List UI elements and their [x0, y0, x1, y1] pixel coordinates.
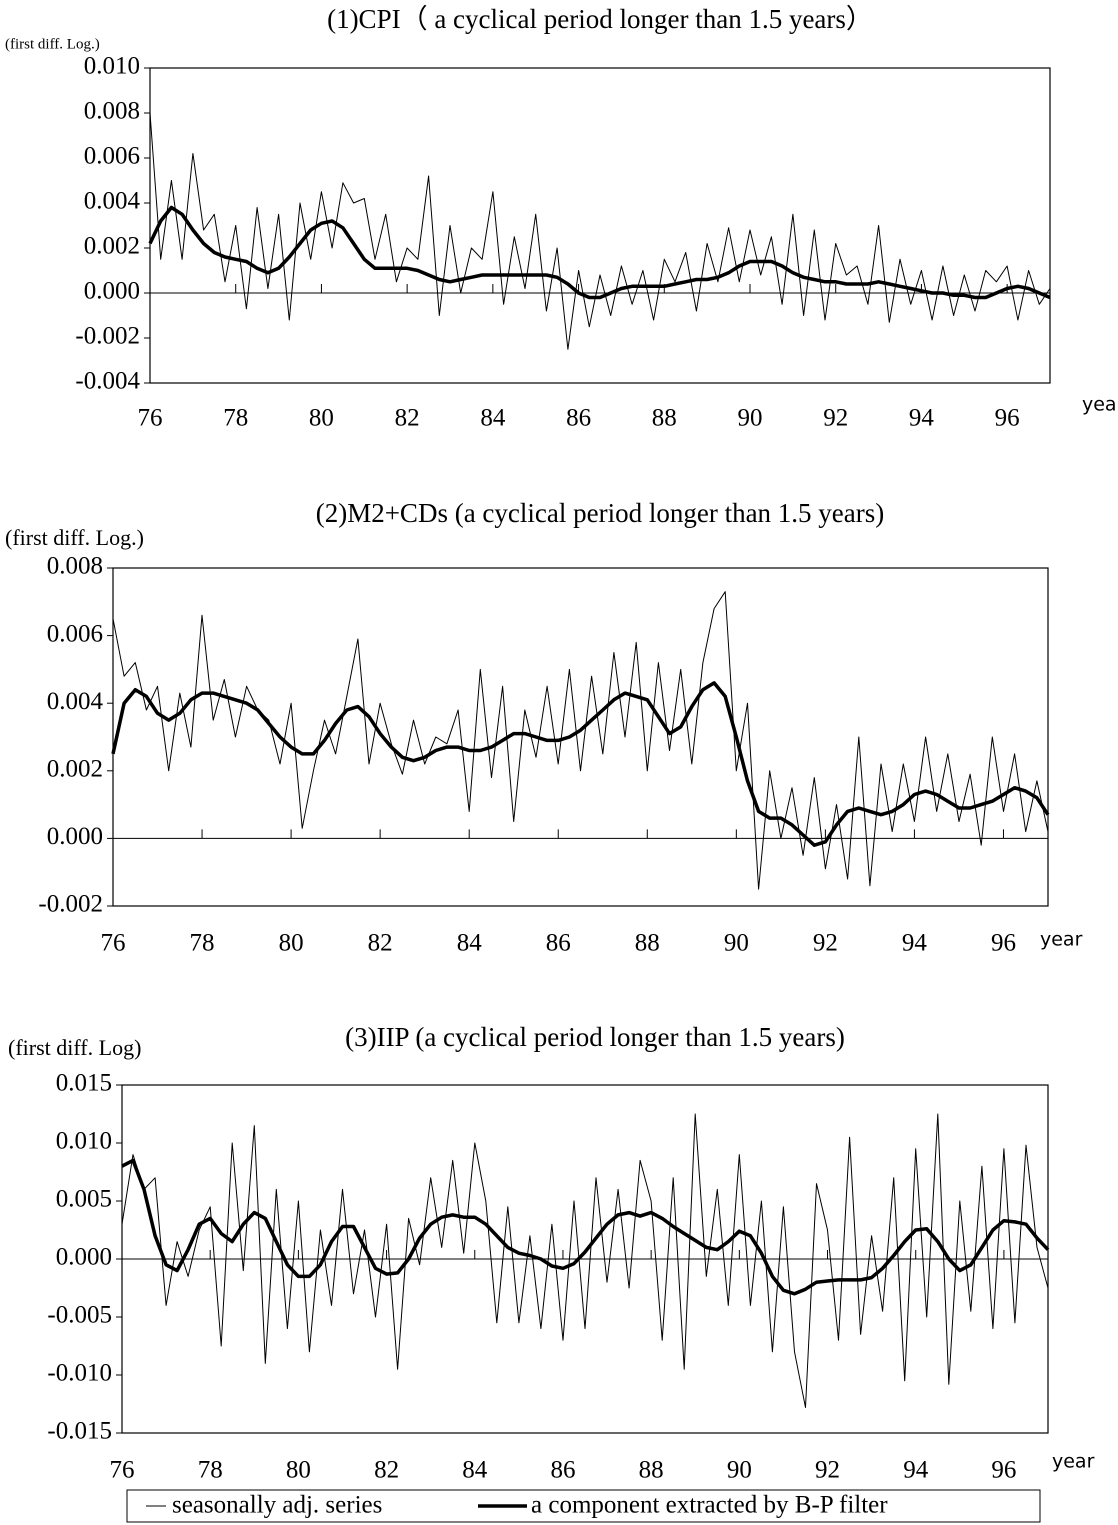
- x-tick-label: 88: [652, 405, 677, 432]
- x-axis-label: year: [1052, 1451, 1095, 1473]
- x-tick-label: 84: [457, 930, 483, 957]
- y-tick-label: 0.000: [84, 278, 140, 305]
- x-tick-label: 86: [566, 405, 591, 432]
- y-tick-label: 0.008: [47, 553, 103, 580]
- filtered-series-line: [121, 1158, 1050, 1296]
- x-tick-label: 90: [738, 405, 763, 432]
- y-tick-label: -0.002: [75, 323, 140, 350]
- y-tick-label: -0.004: [75, 368, 140, 395]
- y-tick-label: 0.004: [84, 188, 141, 215]
- y-tick-label: -0.002: [38, 891, 103, 918]
- x-tick-label: 94: [902, 930, 928, 957]
- x-tick-label: 82: [374, 1457, 399, 1484]
- plot-frame: [112, 567, 1049, 907]
- x-axis-label: year: [1040, 929, 1083, 951]
- x-tick-label: 94: [909, 405, 935, 432]
- y-axis-label: (first diff. Log.): [5, 36, 100, 52]
- raw-series-line: [121, 1113, 1049, 1408]
- x-axis-label: year: [1082, 394, 1118, 416]
- x-tick-label: 96: [991, 930, 1016, 957]
- x-tick-label: 92: [813, 930, 838, 957]
- raw-series-line: [112, 591, 1049, 890]
- y-tick-label: 0.002: [47, 756, 103, 783]
- x-tick-label: 82: [368, 930, 393, 957]
- x-tick-label: 96: [991, 1457, 1016, 1484]
- x-tick-label: 90: [727, 1457, 752, 1484]
- x-tick-label: 88: [635, 930, 660, 957]
- x-tick-label: 80: [286, 1457, 311, 1484]
- x-tick-label: 90: [724, 930, 749, 957]
- y-tick-label: 0.002: [84, 233, 140, 260]
- legend-box: [126, 1489, 1041, 1523]
- raw-series-line: [149, 112, 1051, 350]
- chart-title: (2)M2+CDs (a cyclical period longer than…: [316, 498, 885, 528]
- y-tick-label: 0.005: [56, 1186, 112, 1213]
- y-axis-label: (first diff. Log.): [5, 525, 144, 550]
- y-tick-label: -0.010: [47, 1360, 112, 1387]
- x-tick-label: 94: [903, 1457, 929, 1484]
- y-tick-label: 0.000: [47, 823, 103, 850]
- x-tick-label: 80: [309, 405, 334, 432]
- y-tick-label: 0.010: [84, 53, 140, 80]
- x-tick-label: 96: [995, 405, 1020, 432]
- x-tick-label: 76: [110, 1457, 135, 1484]
- x-tick-label: 80: [279, 930, 304, 957]
- x-tick-label: 82: [395, 405, 420, 432]
- legend-label: seasonally adj. series: [172, 1492, 382, 1519]
- x-tick-label: 92: [823, 405, 848, 432]
- y-tick-label: 0.008: [84, 98, 140, 125]
- chart-title: (3)IIP (a cyclical period longer than 1.…: [345, 1022, 845, 1052]
- y-tick-label: 0.004: [47, 688, 104, 715]
- y-tick-label: 0.010: [56, 1128, 112, 1155]
- y-tick-label: -0.005: [47, 1302, 112, 1329]
- filtered-series-line: [111, 681, 1050, 847]
- x-tick-label: 78: [198, 1457, 223, 1484]
- y-tick-label: -0.015: [47, 1418, 112, 1445]
- y-tick-label: 0.015: [56, 1070, 112, 1097]
- x-tick-label: 78: [190, 930, 215, 957]
- x-tick-label: 84: [462, 1457, 488, 1484]
- x-tick-label: 76: [101, 930, 126, 957]
- x-tick-label: 78: [223, 405, 248, 432]
- y-tick-label: 0.000: [56, 1244, 112, 1271]
- x-tick-label: 86: [550, 1457, 575, 1484]
- filtered-series-line: [148, 205, 1051, 300]
- x-tick-label: 92: [815, 1457, 840, 1484]
- x-tick-label: 76: [138, 405, 163, 432]
- y-axis-label: (first diff. Log): [8, 1035, 141, 1060]
- x-tick-label: 84: [480, 405, 506, 432]
- chart-title: (1)CPI（ a cyclical period longer than 1.…: [327, 4, 873, 34]
- y-tick-label: 0.006: [84, 143, 140, 170]
- legend-label: a component extracted by B-P filter: [531, 1492, 888, 1519]
- x-tick-label: 86: [546, 930, 571, 957]
- plot-frame: [149, 67, 1051, 384]
- x-tick-label: 88: [639, 1457, 664, 1484]
- y-tick-label: 0.006: [47, 620, 103, 647]
